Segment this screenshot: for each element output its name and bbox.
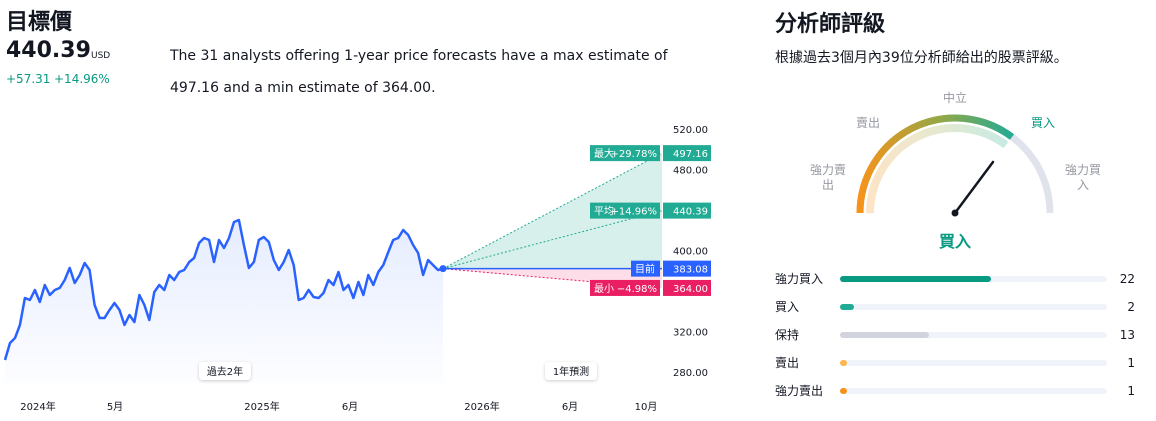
tag-label: 最小: [594, 283, 614, 295]
rating-track: [840, 276, 1107, 282]
tag-box: [590, 145, 660, 162]
gauge-label: 買入: [1030, 116, 1055, 130]
rating-bar: [840, 388, 847, 394]
gauge-label: 賣出: [855, 116, 880, 130]
tag-box: [590, 279, 660, 296]
rating-bar: [840, 360, 847, 366]
rating-bar: [840, 276, 991, 282]
rating-subtitle: 根據過去3個月內39位分析師給出的股票評級。: [775, 50, 1068, 66]
rating-bar: [840, 304, 854, 310]
gauge-pivot: [951, 209, 959, 217]
tag-box: [663, 279, 711, 296]
x-tick-label: 2024年: [20, 400, 55, 413]
rating-row: 賣出 1: [775, 353, 1135, 373]
x-tick-label: 2025年: [244, 400, 279, 413]
gauge-needle: [953, 160, 995, 215]
y-tick-label: 320.00: [673, 328, 708, 339]
rating-track: [840, 304, 1107, 310]
rating-label: 買入: [775, 300, 800, 314]
period-label: 過去2年: [207, 365, 243, 378]
rating-label: 保持: [775, 328, 800, 342]
y-tick-label: 520.00: [673, 125, 708, 136]
forecast-down-area: [443, 268, 662, 288]
tag-box: [663, 145, 711, 162]
tag-value: 497.16: [673, 149, 708, 160]
change-pct: +14.96%: [54, 72, 110, 86]
gauge-inner-arc: [866, 124, 1009, 214]
tag-label: 目前: [635, 263, 655, 276]
period-pill: [199, 362, 251, 380]
forecast-line: [442, 210, 663, 270]
tag-value: 440.39: [673, 207, 708, 218]
gauge-label: 強力買入: [1064, 163, 1101, 192]
current-dot: [439, 265, 447, 273]
rating-track: [840, 388, 1107, 394]
rating-row: 保持 13: [775, 325, 1135, 345]
history-line: [3, 218, 444, 361]
y-tick-label: 280.00: [673, 368, 708, 379]
gauge-label: 中立: [942, 91, 967, 105]
forecast-line: [442, 152, 663, 270]
y-tick-label: 480.00: [673, 166, 708, 177]
rating-row: 強力賣出 1: [775, 381, 1135, 401]
tag-change: +29.78%: [610, 149, 657, 160]
tag-value: 364.00: [673, 284, 708, 295]
gauge: [856, 114, 1054, 217]
x-tick-label: 6月: [342, 401, 358, 413]
rating-label: 強力賣出: [775, 384, 824, 398]
x-tick-label: 2026年: [464, 400, 499, 413]
rating-track: [840, 360, 1107, 366]
rating-value: 13: [1119, 328, 1135, 342]
rating-track: [840, 332, 1107, 338]
y-tick-label: 400.00: [673, 247, 708, 258]
rating-label: 強力買入: [775, 272, 824, 286]
x-tick-label: 6月: [562, 401, 578, 413]
title: 目標價: [6, 10, 73, 35]
rating-bar: [840, 332, 929, 338]
rating-value: 2: [1127, 300, 1135, 314]
description: The 31 analysts offering 1-year price fo…: [170, 48, 668, 96]
tag-box: [663, 202, 711, 219]
price: 440.39: [6, 38, 91, 63]
rating-row: 買入 2: [775, 297, 1135, 317]
tag-box: [663, 260, 711, 277]
tag-box: [590, 202, 660, 219]
rating-row: 強力買入 22: [775, 269, 1135, 289]
tag-label: 最大: [594, 147, 614, 160]
tag-value: 383.08: [673, 265, 708, 276]
rating-value: 22: [1119, 272, 1135, 286]
rating-title: 分析師評級: [775, 12, 886, 37]
rating-value: 1: [1127, 356, 1135, 370]
x-tick-label: 10月: [635, 401, 658, 413]
history-area: [5, 220, 443, 383]
change: +57.31: [6, 72, 51, 86]
x-tick-label: 5月: [107, 401, 123, 413]
period-label: 1年預測: [553, 365, 589, 378]
rating-result: 買入: [938, 232, 971, 251]
period-pill: [545, 362, 597, 380]
currency: USD: [91, 51, 111, 61]
rating-value: 1: [1127, 384, 1135, 398]
tag-box: [631, 260, 660, 277]
tag-label: 平均: [594, 206, 614, 218]
forecast-line: [442, 268, 663, 289]
gauge-arc: [856, 114, 1015, 214]
gauge-label: 強力賣出: [809, 163, 846, 192]
tag-change: −4.98%: [617, 284, 657, 295]
chart: 520.00 480.00 400.00 320.00 280.00 最大+29.78% 4…: [3, 125, 711, 413]
tag-change: +14.96%: [610, 207, 657, 218]
rating-label: 賣出: [775, 356, 800, 370]
